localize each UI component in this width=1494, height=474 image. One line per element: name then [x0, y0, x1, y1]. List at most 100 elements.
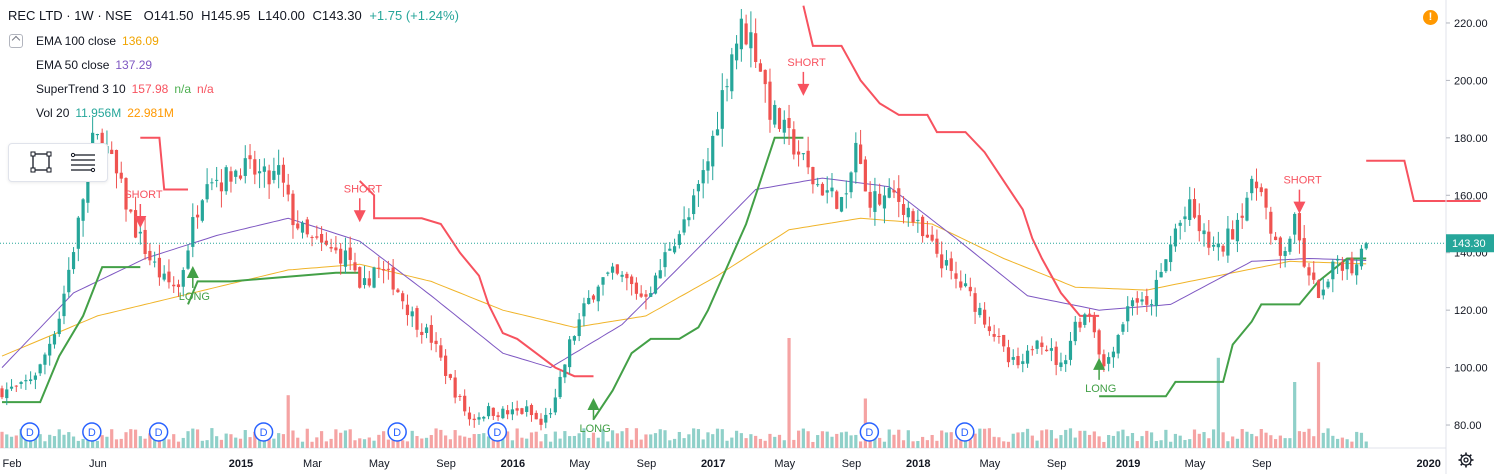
volume-bar: [38, 434, 42, 448]
volume-bar: [568, 436, 572, 448]
candle-body: [181, 270, 185, 287]
candle-body: [1097, 330, 1101, 355]
long-arrow-icon: [186, 265, 199, 278]
candle-body: [448, 374, 452, 378]
volume-bar: [234, 437, 238, 448]
volume-bar: [1188, 439, 1192, 448]
symbol-title[interactable]: REC LTD · 1W · NSE: [8, 8, 132, 23]
last-price-text: 143.30: [1452, 238, 1486, 250]
rectangle-tool-icon[interactable]: [29, 151, 53, 173]
candle-body: [486, 406, 491, 417]
candle-body: [1192, 198, 1197, 218]
candle-body: [305, 219, 309, 235]
x-tick-label: Sep: [1047, 458, 1067, 470]
x-tick-label: Feb: [3, 458, 22, 470]
candle-body: [391, 267, 395, 290]
candle-body: [424, 327, 429, 334]
signal-markers: SHORT LONG SHORT LONG SHORT LONG SHORT: [124, 57, 1322, 435]
candle-body: [825, 190, 829, 193]
volume-bar: [281, 434, 286, 448]
volume-bar: [820, 431, 825, 448]
volume-bar: [1130, 433, 1135, 448]
indicator-row[interactable]: EMA 50 close 137.29: [36, 58, 152, 72]
candle-body: [1316, 280, 1321, 298]
volume-bar: [773, 436, 777, 448]
close-value: C143.30: [312, 8, 362, 23]
candle-body: [1083, 314, 1087, 325]
dividend-marker: [859, 422, 880, 442]
volume-bar: [1011, 433, 1015, 448]
volume-bar: [310, 441, 314, 448]
candle-body: [682, 219, 686, 233]
candle-body: [138, 231, 142, 234]
candle-body: [1087, 313, 1092, 315]
candle-body: [253, 159, 257, 175]
indicator-row[interactable]: SuperTrend 3 10 157.98 n/a n/a: [36, 82, 214, 96]
x-tick-label: 2020: [1416, 458, 1440, 470]
candle-body: [1245, 197, 1249, 221]
candle-body: [1078, 321, 1082, 328]
volume-bar: [463, 436, 467, 448]
candle-body: [1107, 357, 1111, 364]
time-axis[interactable]: Feb Jun 2015 Mar May Sep 2016 May Sep 2017 May Sep 2…: [3, 458, 1441, 470]
candle-body: [9, 386, 14, 389]
candle-body: [1159, 271, 1163, 278]
gear-icon[interactable]: [1458, 452, 1474, 468]
candle-body: [539, 418, 543, 425]
candle-body: [1178, 222, 1182, 226]
candle-body: [33, 375, 37, 380]
volume-bar: [33, 434, 37, 448]
exclamation-icon[interactable]: !: [1423, 10, 1438, 25]
candle-body: [940, 254, 944, 269]
candle-body: [0, 388, 4, 398]
candle-body: [434, 340, 438, 345]
candle-body: [167, 271, 171, 283]
long-arrow-icon: [1093, 357, 1106, 370]
indicator-row[interactable]: EMA 100 close 136.09: [36, 34, 159, 48]
volume-bar: [758, 438, 763, 448]
candle-body: [267, 170, 271, 185]
volume-bar: [1121, 429, 1125, 448]
short-arrow-icon: [353, 210, 366, 223]
volume-bar: [1154, 441, 1158, 448]
candle-body: [601, 277, 605, 285]
volume-bar: [410, 430, 414, 448]
volume-bar: [200, 440, 204, 448]
volume-bar: [940, 430, 944, 448]
volume-bar: [334, 429, 338, 448]
volume-bar: [711, 434, 715, 448]
collapse-legend-icon[interactable]: [9, 34, 23, 48]
volume-bar: [1283, 438, 1287, 448]
candle-body: [591, 295, 596, 300]
candle-body: [763, 69, 767, 85]
x-tick-label: Sep: [637, 458, 657, 470]
volume-bar: [472, 434, 476, 448]
volume-bar: [630, 439, 634, 448]
candle-body: [787, 117, 791, 129]
candle-body: [553, 397, 557, 413]
volume-bar: [1269, 435, 1273, 448]
volume-bar: [67, 432, 71, 448]
volume-bar: [830, 436, 834, 448]
volume-bar: [81, 438, 85, 448]
volume-bar: [1254, 436, 1259, 448]
candle-body: [1006, 347, 1011, 363]
candle-body: [458, 395, 462, 397]
volume-bar: [787, 338, 791, 448]
candle-body: [916, 219, 920, 221]
lines-tool-icon[interactable]: [69, 151, 97, 173]
volume-bar: [138, 436, 142, 448]
candle-body: [1116, 335, 1120, 354]
volume-bar: [396, 440, 400, 448]
volume-bar: [601, 429, 605, 448]
candle-body: [515, 408, 519, 411]
volume-bar: [1025, 428, 1030, 448]
candle-body: [76, 217, 80, 249]
candle-body: [281, 164, 286, 183]
indicator-row[interactable]: Vol 20 11.956M 22.981M: [36, 106, 174, 120]
volume-bar: [868, 436, 872, 448]
candle-body: [1073, 321, 1077, 342]
dividend-marker: [148, 422, 169, 442]
